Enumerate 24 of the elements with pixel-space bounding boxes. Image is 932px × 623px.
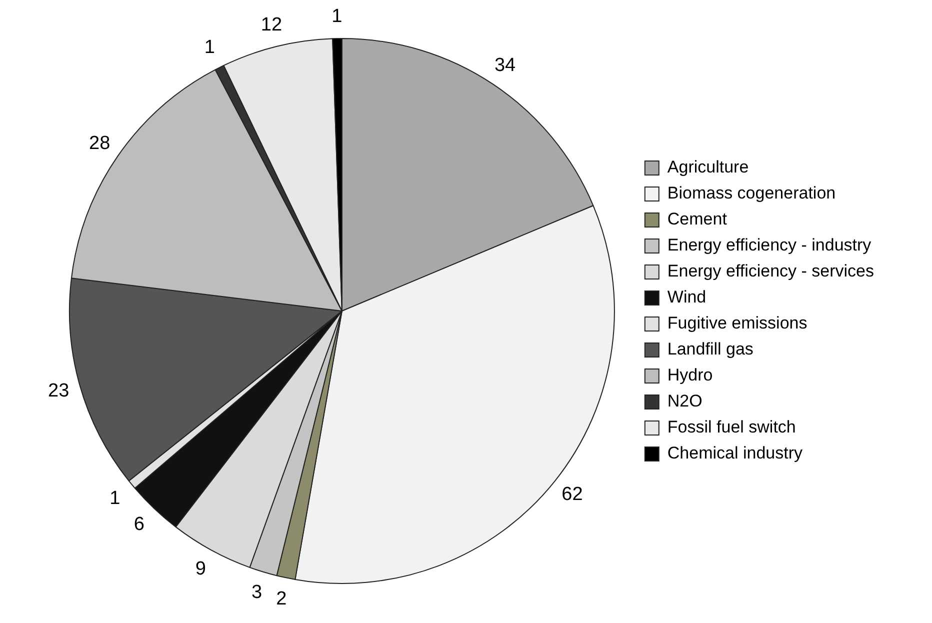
legend-label: Landfill gas <box>667 340 754 359</box>
data-label: 34 <box>494 55 516 76</box>
legend-label: Chemical industry <box>667 444 804 463</box>
data-label: 1 <box>204 37 215 58</box>
data-label: 6 <box>134 514 144 535</box>
data-label: 12 <box>260 14 282 36</box>
data-label: 62 <box>562 484 583 505</box>
legend-label: Energy efficiency - services <box>667 262 874 281</box>
legend-label: Energy efficiency - industry <box>667 236 872 255</box>
data-label: 23 <box>48 380 70 402</box>
legend-label: Cement <box>667 210 728 229</box>
legend-label: Wind <box>667 288 706 307</box>
legend-label: Biomass cogeneration <box>667 184 836 203</box>
data-label: 2 <box>276 588 287 610</box>
data-label: 3 <box>251 582 262 604</box>
legend-label: Hydro <box>667 366 713 385</box>
data-label: 9 <box>195 558 206 580</box>
data-label: 1 <box>332 6 342 27</box>
legend-label: Agriculture <box>667 158 749 177</box>
data-label: 28 <box>89 132 110 154</box>
data-label: 1 <box>110 488 120 509</box>
legend-label: Fossil fuel switch <box>667 418 796 437</box>
legend-label: N2O <box>667 392 702 411</box>
legend-label: Fugitive emissions <box>667 314 808 333</box>
